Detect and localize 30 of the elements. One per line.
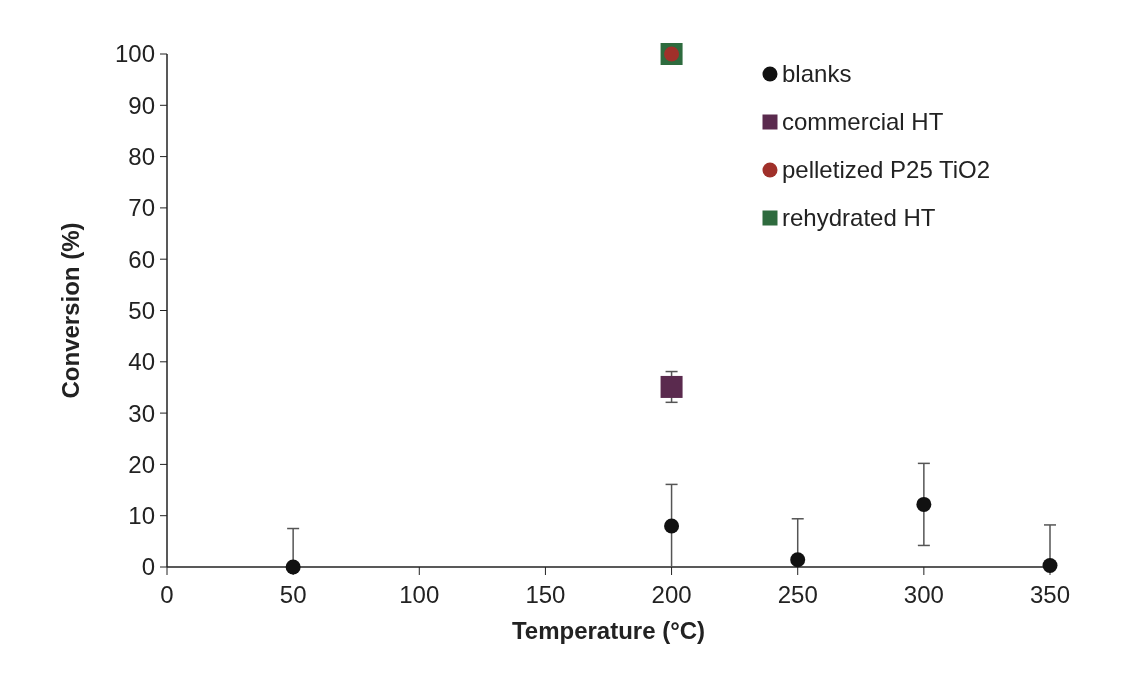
x-tick-label: 200 [651, 581, 692, 608]
y-tick-label: 0 [141, 553, 155, 581]
y-tick-label: 40 [128, 348, 155, 376]
point [790, 552, 806, 568]
x-tick-label: 50 [279, 581, 307, 608]
y-tick-label: 80 [128, 143, 155, 170]
point [660, 375, 683, 398]
point [664, 518, 680, 534]
x-tick-label: 250 [777, 581, 818, 608]
y-tick-label: 10 [128, 502, 155, 530]
x-tick-label: 350 [1029, 581, 1071, 608]
point [916, 496, 932, 512]
x-tick-label: 0 [160, 581, 174, 608]
legend-label: pelletized P25 TiO2 [782, 156, 991, 184]
legend-label: blanks [782, 60, 852, 88]
legend-label: commercial HT [782, 108, 944, 136]
y-axis-title: Conversion (%) [57, 222, 84, 399]
point [285, 559, 301, 575]
y-tick-label: 30 [128, 399, 155, 427]
y-tick-label: 90 [128, 91, 155, 119]
x-axis-title: Temperature (°C) [511, 617, 706, 644]
x-tick-label: 100 [399, 581, 440, 608]
x-tick-label: 300 [903, 581, 944, 608]
y-tick-label: 60 [128, 245, 155, 273]
y-tick-label: 70 [128, 194, 155, 222]
y-tick-label: 50 [128, 296, 155, 324]
y-tick-label: 100 [114, 40, 155, 68]
x-tick-label: 150 [525, 581, 566, 608]
y-tick-label: 20 [128, 450, 155, 478]
legend-label: rehydrated HT [782, 204, 936, 232]
